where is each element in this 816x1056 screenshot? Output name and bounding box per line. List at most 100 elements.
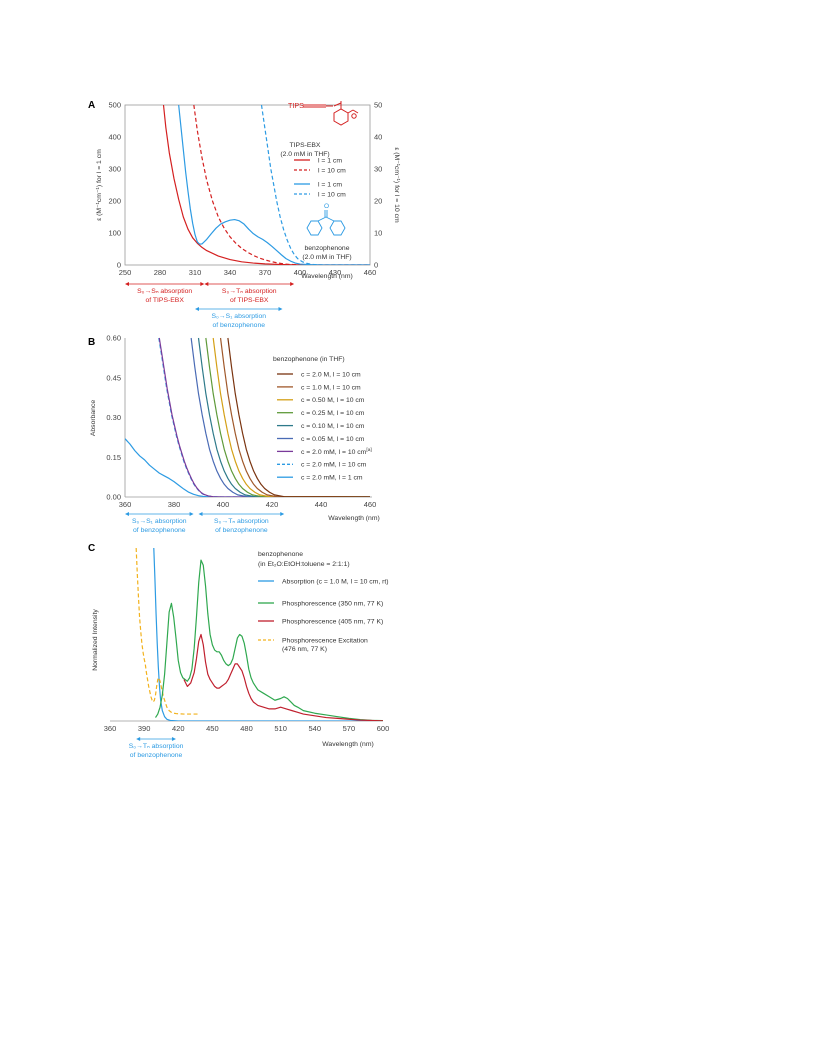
legend-label: c = 2.0 mM, l = 10 cm (301, 462, 367, 469)
annotation-label: of TIPS-EBX (145, 297, 184, 304)
annotation-label: of benzophenone (130, 752, 183, 759)
legend-label: Phosphorescence (350 nm, 77 K) (282, 600, 383, 607)
tips-ebx-structure (303, 101, 359, 126)
legend-label: l = 1 cm (318, 157, 342, 164)
panel-b: B Absorbance Wavelength (nm) 360 380 400 42… (88, 334, 380, 535)
series-line-4 (190, 337, 370, 497)
panel-b-y-axis-label: Absorbance (90, 400, 97, 436)
annotation-label: S₀→S₁ absorption (132, 518, 187, 525)
x-tick-label: 540 (308, 724, 321, 733)
legend-label: Phosphorescence Excitation (282, 637, 368, 644)
annotation-label: S₀→Sₙ absorption (137, 288, 192, 295)
legend-label: c = 0.05 M, l = 10 cm (301, 436, 365, 443)
arrowhead (198, 512, 203, 516)
y-tick-label: 0 (117, 261, 121, 270)
arrowhead (125, 512, 129, 516)
y-tick-label: 0.30 (106, 413, 121, 422)
y-tick-label: 400 (108, 133, 121, 142)
x-tick-label: 310 (189, 268, 202, 277)
arrowhead (280, 512, 285, 516)
legend-label: c = 0.25 M, l = 10 cm (301, 410, 365, 417)
arrowhead (278, 307, 283, 311)
panel-c-legend: Absorption (c = 1.0 M, l = 10 cm, rt) Pho… (258, 578, 389, 653)
x-tick-label: 400 (294, 268, 307, 277)
panel-c-x-axis-label: Wavelength (nm) (322, 741, 374, 748)
x-tick-label: 360 (119, 500, 132, 509)
legend-label: c = 2.0 M, l = 10 cm (301, 371, 361, 378)
panel-b-legend-title: benzophenone (in THF) (273, 356, 345, 363)
y-tick-label: 200 (108, 197, 121, 206)
x-tick-label: 380 (168, 500, 181, 509)
annotation-label: S₀→Tₙ absorption (222, 288, 277, 295)
series-line-1 (153, 547, 383, 721)
annotation-label: of TIPS-EBX (230, 297, 269, 304)
x-tick-label: 390 (138, 724, 151, 733)
panel-a-y2-axis-label: ε (M⁻¹cm⁻¹) for l = 10 cm (393, 147, 400, 223)
legend-label: l = 1 cm (318, 181, 342, 188)
y2-tick-label: 10 (374, 229, 382, 238)
series-line-3 (158, 337, 370, 497)
legend-label: c = 0.50 M, l = 10 cm (301, 397, 365, 404)
series-line-3 (178, 104, 370, 265)
x-tick-label: 280 (154, 268, 167, 277)
benzophenone-name-a: benzophenone (305, 245, 350, 252)
series-line-4 (183, 633, 383, 721)
panel-c-legend-title: benzophenone (258, 551, 303, 558)
arrowhead (125, 282, 129, 286)
x-tick-label: 420 (266, 500, 279, 509)
y-tick-label: 0.60 (106, 334, 121, 343)
legend-label: l = 10 cm (318, 167, 346, 174)
legend-label: c = 2.0 mM, l = 1 cm (301, 475, 363, 482)
legend-label: l = 10 cm (318, 191, 346, 198)
y2-tick-label: 30 (374, 165, 382, 174)
x-tick-label: 400 (217, 500, 230, 509)
panel-a-y-axis-label: ε (M⁻¹cm⁻¹) for l = 1 cm (96, 149, 103, 221)
series-line-5 (197, 337, 370, 497)
panel-c-y-axis-label: Normalized Intensity (92, 609, 99, 671)
series-line-4 (260, 104, 370, 265)
panel-b-ticks: 360 380 400 420 440 460 0.00 0.15 0.30 0.45 0.60 (106, 334, 376, 510)
legend-label: Absorption (c = 1.0 M, l = 10 cm, rt) (282, 578, 389, 585)
benzophenone-structure-a (306, 210, 346, 236)
panel-c-ticks: 360 390 420 450 480 510 540 570 600 (104, 724, 390, 733)
panel-b-letter: B (88, 337, 95, 348)
panel-a: A ε (M⁻¹cm⁻¹) for l = 1 cm ε (M⁻¹cm⁻¹) f… (88, 100, 400, 329)
annotation-label: S₀→Tₙ absorption (214, 518, 269, 525)
arrowhead (290, 282, 295, 286)
legend-label: Phosphorescence (405 nm, 77 K) (282, 618, 383, 625)
x-tick-label: 370 (259, 268, 272, 277)
panel-b-annotations: S₀→S₁ absorption of benzophenone S₀→Tₙ abs… (125, 512, 285, 534)
x-tick-label: 250 (119, 268, 132, 277)
panel-a-x-axis-label: Wavelength (nm) (301, 273, 353, 280)
arrowhead (189, 512, 194, 516)
panel-b-series (125, 337, 370, 497)
x-tick-label: 570 (343, 724, 356, 733)
y-tick-label: 100 (108, 229, 121, 238)
legend-label: (476 nm, 77 K) (282, 646, 327, 653)
panel-c-annotations: S₀→Tₙ absorption of benzophenone (129, 737, 184, 759)
x-tick-label: 360 (104, 724, 117, 733)
series-line-6 (205, 337, 370, 497)
tips-ebx-name: TIPS-EBX (290, 142, 321, 149)
arrowhead (171, 737, 176, 741)
arrowhead (195, 307, 199, 311)
x-tick-label: 430 (329, 268, 342, 277)
x-tick-label: 460 (364, 500, 377, 509)
x-tick-label: 340 (224, 268, 237, 277)
tips-ebx-conc: (2.0 mM in THF) (280, 151, 329, 158)
x-tick-label: 450 (206, 724, 219, 733)
x-tick-label: 600 (377, 724, 390, 733)
panel-a-legend: l = 1 cm l = 10 cm l = 1 cm l = 10 cm (294, 157, 346, 198)
annotation-label: of benzophenone (212, 322, 265, 329)
series-line-1 (162, 104, 370, 265)
annotation-label: of benzophenone (133, 527, 186, 534)
series-line-8 (219, 337, 370, 497)
panel-b-legend: c = 2.0 M, l = 10 cm c = 1.0 M, l = 10 cm… (277, 371, 372, 482)
y-tick-label: 500 (108, 101, 121, 110)
legend-label: c = 2.0 mM, l = 10 cm[a] (301, 447, 372, 456)
arrowhead (204, 282, 209, 286)
y2-tick-label: 50 (374, 101, 382, 110)
panel-c-legend-subtitle: (in Et₂O:EtOH:toluene = 2:1:1) (258, 561, 350, 568)
series-line-3 (154, 559, 383, 721)
